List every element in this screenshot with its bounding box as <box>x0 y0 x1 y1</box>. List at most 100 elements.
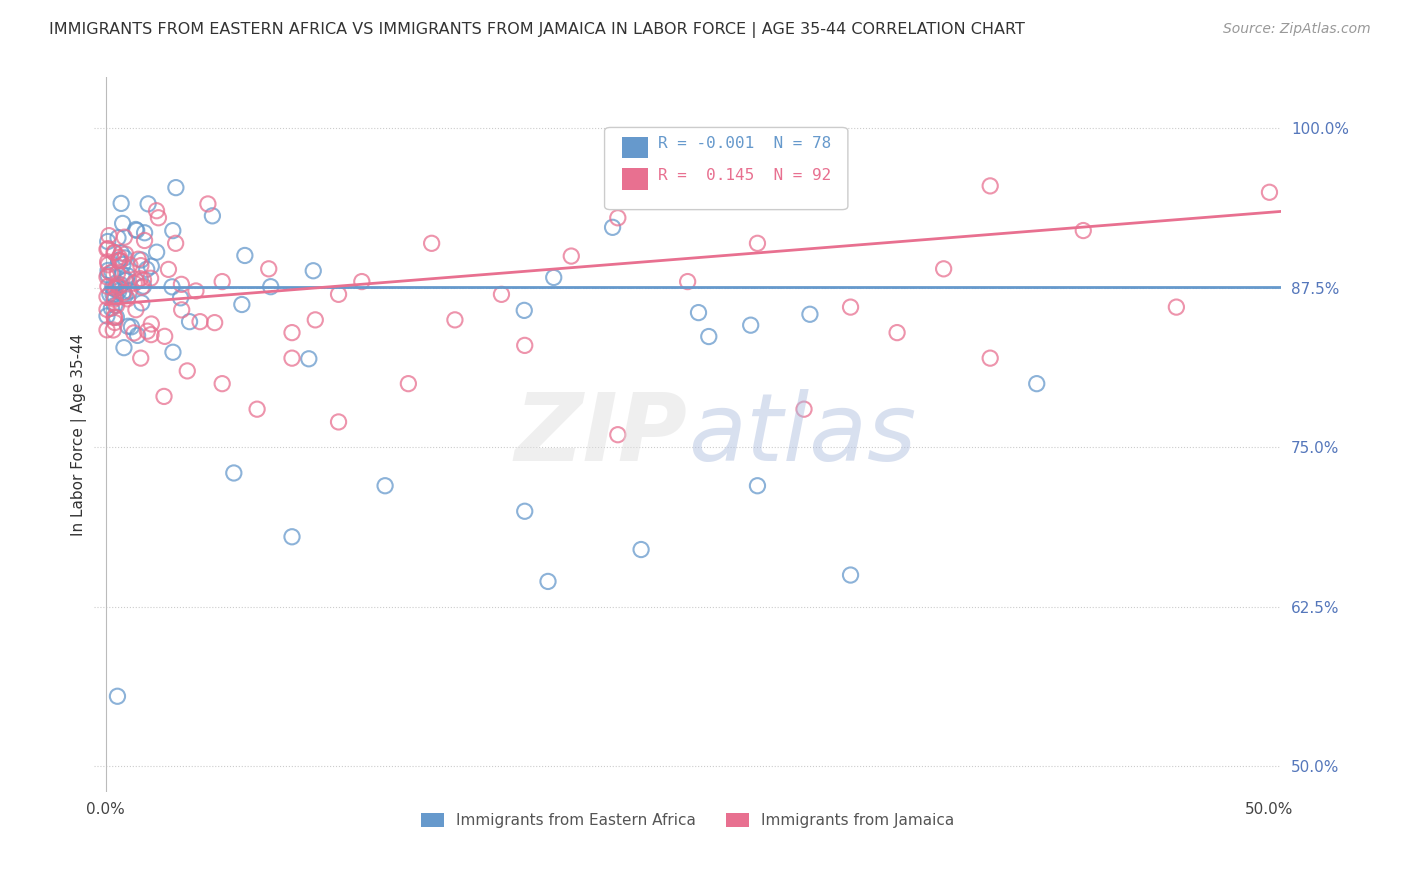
Point <box>170 302 193 317</box>
Point <box>176 364 198 378</box>
Point <box>560 249 582 263</box>
Point <box>97 242 120 256</box>
Point <box>688 305 710 319</box>
Point <box>233 248 256 262</box>
Point <box>107 690 129 704</box>
Point <box>96 242 118 256</box>
Point <box>96 323 118 337</box>
Point <box>98 287 121 301</box>
Point <box>114 273 136 287</box>
Point <box>108 284 131 298</box>
Point <box>112 285 135 300</box>
Point <box>104 316 127 330</box>
Point <box>98 228 121 243</box>
Text: ZIP: ZIP <box>515 389 688 481</box>
Point <box>110 253 132 268</box>
Point <box>513 338 536 352</box>
Point <box>101 288 124 302</box>
Point <box>103 292 125 306</box>
Point <box>281 326 304 340</box>
Point <box>107 253 129 268</box>
Point <box>444 313 467 327</box>
Point <box>107 253 129 268</box>
Point <box>1258 186 1281 200</box>
Point <box>606 427 628 442</box>
Point <box>676 275 699 289</box>
Point <box>97 268 120 282</box>
Point <box>153 329 176 343</box>
Point <box>134 234 156 248</box>
Point <box>1071 223 1094 237</box>
Point <box>103 282 125 296</box>
Point <box>543 270 565 285</box>
Point <box>131 280 153 294</box>
Point <box>115 273 138 287</box>
Point <box>328 415 350 429</box>
Point <box>131 252 153 267</box>
Point <box>114 288 136 302</box>
Point <box>606 160 628 174</box>
Point <box>117 268 139 283</box>
Point <box>136 197 159 211</box>
Point <box>110 277 132 292</box>
Point <box>179 315 201 329</box>
Point <box>101 265 124 279</box>
Point <box>103 323 125 337</box>
Point <box>97 263 120 277</box>
Point <box>134 226 156 240</box>
Point <box>108 250 131 264</box>
Point <box>145 203 167 218</box>
Point <box>1025 376 1047 391</box>
Y-axis label: In Labor Force | Age 35-44: In Labor Force | Age 35-44 <box>72 334 87 536</box>
Point <box>112 285 135 299</box>
Point <box>886 326 908 340</box>
Point <box>108 253 131 268</box>
Point <box>117 292 139 306</box>
Point <box>298 351 321 366</box>
Point <box>98 266 121 280</box>
Point <box>281 351 304 366</box>
Point <box>135 262 157 277</box>
Point <box>107 279 129 293</box>
Point <box>932 261 955 276</box>
Point <box>537 574 560 589</box>
Bar <box>623 136 648 158</box>
Legend: Immigrants from Eastern Africa, Immigrants from Jamaica: Immigrants from Eastern Africa, Immigran… <box>415 807 960 834</box>
Point <box>114 247 136 261</box>
Point <box>122 326 145 340</box>
Point <box>125 222 148 236</box>
Point <box>204 316 226 330</box>
Point <box>104 290 127 304</box>
Point <box>127 328 149 343</box>
Point <box>170 277 193 292</box>
Point <box>302 264 325 278</box>
Point <box>96 302 118 317</box>
Point <box>97 258 120 272</box>
Point <box>111 258 134 272</box>
Point <box>136 324 159 338</box>
Point <box>211 275 233 289</box>
Point <box>97 254 120 268</box>
Point <box>630 542 652 557</box>
Point <box>222 466 245 480</box>
Point <box>839 568 862 582</box>
Point <box>153 389 176 403</box>
Text: IMMIGRANTS FROM EASTERN AFRICA VS IMMIGRANTS FROM JAMAICA IN LABOR FORCE | AGE 3: IMMIGRANTS FROM EASTERN AFRICA VS IMMIGR… <box>49 22 1025 38</box>
Point <box>118 284 141 298</box>
Point <box>125 302 148 317</box>
Point <box>141 317 163 331</box>
Point <box>162 345 184 359</box>
Point <box>118 258 141 272</box>
Point <box>169 291 191 305</box>
Point <box>129 259 152 273</box>
Point <box>107 267 129 281</box>
Text: atlas: atlas <box>688 389 915 480</box>
Point <box>141 259 163 273</box>
Point <box>105 298 128 312</box>
Point <box>117 319 139 334</box>
Point <box>104 281 127 295</box>
Point <box>103 310 125 325</box>
Point <box>697 329 720 343</box>
Point <box>304 313 326 327</box>
Point <box>122 276 145 290</box>
